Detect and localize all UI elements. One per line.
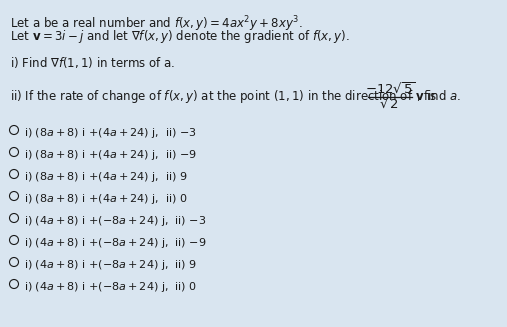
Text: Let $\mathbf{v} = 3i - j$ and let $\nabla f(x, y)$ denote the gradient of $f(x, : Let $\mathbf{v} = 3i - j$ and let $\nabl… (10, 28, 350, 45)
Text: i) $(8a + 8)$ i $+ (4a + 24)$ j,  ii) $0$: i) $(8a + 8)$ i $+ (4a + 24)$ j, ii) $0$ (24, 192, 188, 206)
Text: i) $(4a + 8)$ i $+ (-8a + 24)$ j,  ii) $-3$: i) $(4a + 8)$ i $+ (-8a + 24)$ j, ii) $-… (24, 214, 206, 228)
Text: $-12\sqrt{5}$: $-12\sqrt{5}$ (365, 82, 415, 97)
Text: i) $(8a + 8)$ i $+ (4a + 24)$ j,  ii) $-9$: i) $(8a + 8)$ i $+ (4a + 24)$ j, ii) $-9… (24, 148, 197, 162)
Text: ii) If the rate of change of $f(x, y)$ at the point $(1, 1)$ in the direction of: ii) If the rate of change of $f(x, y)$ a… (10, 88, 437, 105)
Text: i) $(4a + 8)$ i $+ (-8a + 24)$ j,  ii) $9$: i) $(4a + 8)$ i $+ (-8a + 24)$ j, ii) $9… (24, 258, 197, 272)
Text: i) Find $\nabla f(1, 1)$ in terms of a.: i) Find $\nabla f(1, 1)$ in terms of a. (10, 55, 175, 70)
Text: i) $(8a + 8)$ i $+ (4a + 24)$ j,  ii) $9$: i) $(8a + 8)$ i $+ (4a + 24)$ j, ii) $9$ (24, 170, 188, 184)
Text: $\sqrt{2}$: $\sqrt{2}$ (379, 97, 401, 112)
Text: i) $(4a + 8)$ i $+ (-8a + 24)$ j,  ii) $-9$: i) $(4a + 8)$ i $+ (-8a + 24)$ j, ii) $-… (24, 236, 206, 250)
Text: i) $(4a + 8)$ i $+ (-8a + 24)$ j,  ii) $0$: i) $(4a + 8)$ i $+ (-8a + 24)$ j, ii) $0… (24, 280, 197, 294)
Text: Let a be a real number and $f(x, y) = 4ax^2y + 8xy^3$.: Let a be a real number and $f(x, y) = 4a… (10, 14, 303, 34)
Text: i) $(8a + 8)$ i $+ (4a + 24)$ j,  ii) $-3$: i) $(8a + 8)$ i $+ (4a + 24)$ j, ii) $-3… (24, 126, 197, 140)
Text: , find $a$.: , find $a$. (416, 88, 461, 103)
